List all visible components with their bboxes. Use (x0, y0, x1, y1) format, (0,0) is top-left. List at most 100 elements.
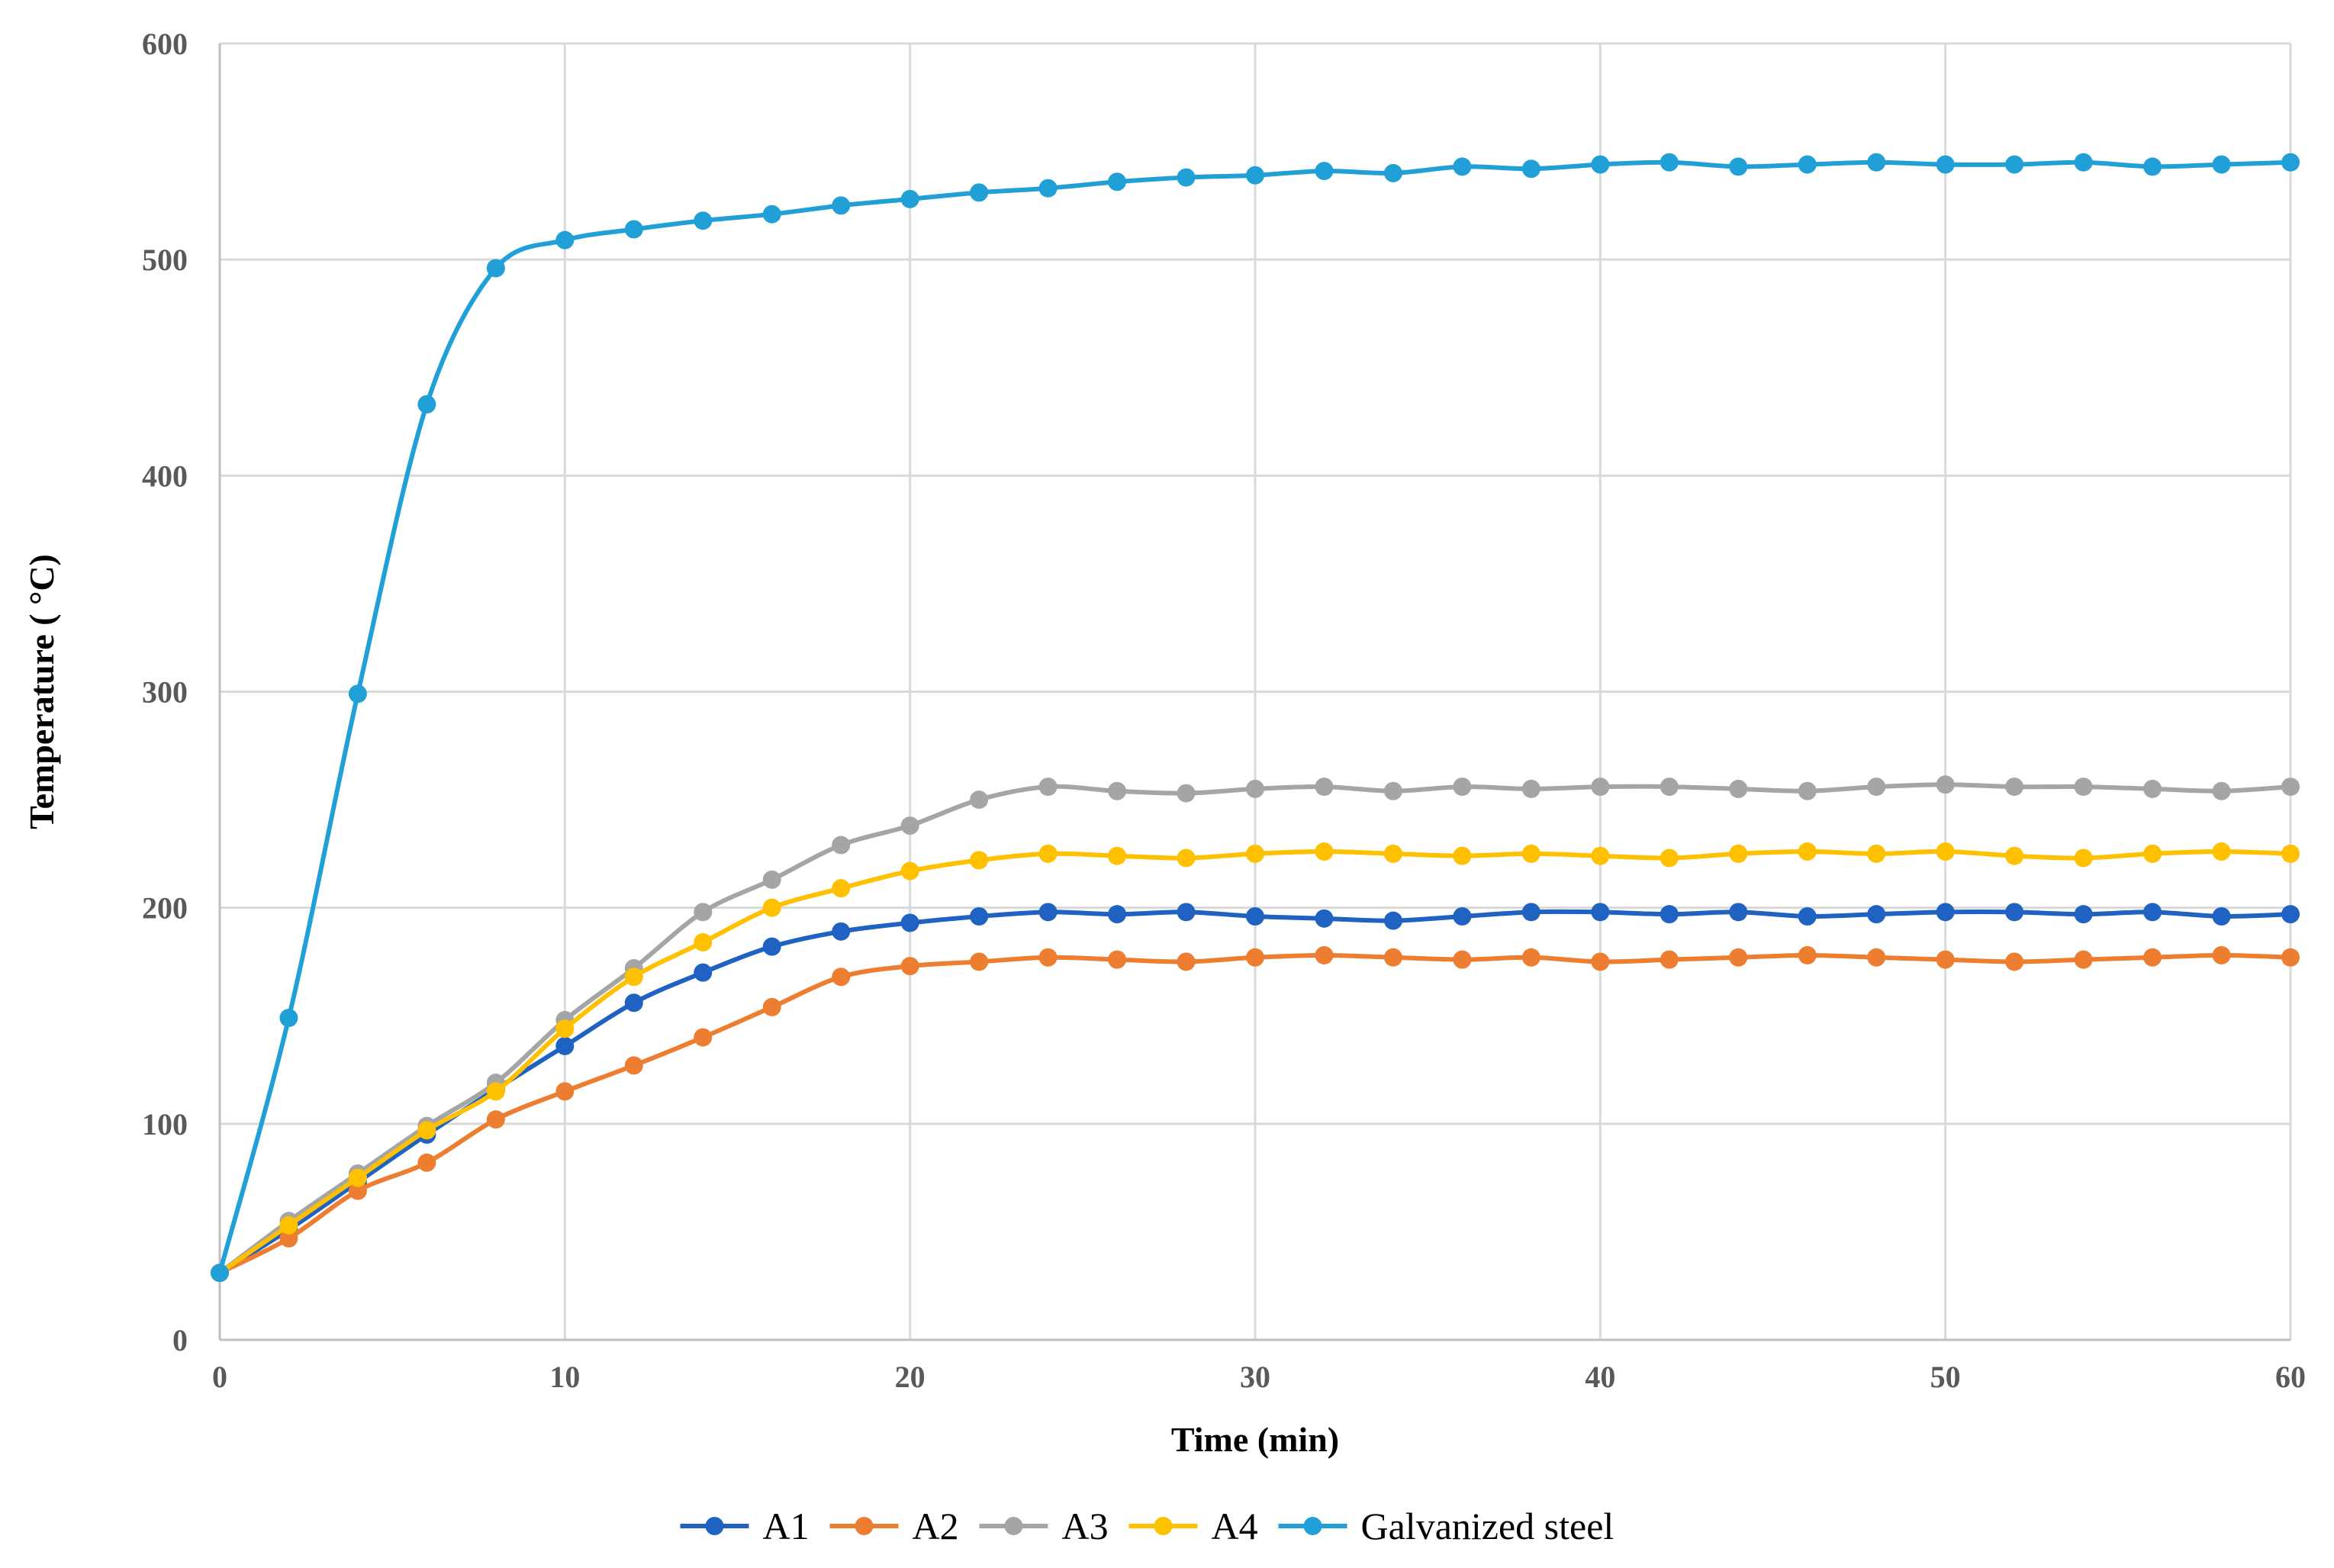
data-point (832, 879, 851, 898)
data-point (624, 968, 643, 987)
data-point (1729, 157, 1748, 176)
data-point (1038, 179, 1058, 198)
data-point (1246, 948, 1264, 967)
data-point (486, 1082, 505, 1101)
x-tick-label: 60 (2275, 1360, 2306, 1394)
data-point (1521, 948, 1540, 967)
data-point (1177, 168, 1196, 187)
data-point (1867, 844, 1886, 863)
data-point (2212, 155, 2231, 174)
x-tick-label: 30 (1240, 1360, 1270, 1394)
data-point (1936, 842, 1955, 861)
data-point (2074, 153, 2093, 172)
data-point (1383, 911, 1402, 930)
gridlines (220, 42, 2292, 1340)
y-tick-label: 300 (142, 675, 188, 710)
legend-swatch-marker (1004, 1517, 1023, 1535)
data-point (2281, 905, 2300, 924)
data-point (2074, 950, 2093, 969)
data-point (832, 836, 851, 855)
x-tick-label: 40 (1585, 1360, 1615, 1394)
series-a2 (211, 945, 2300, 1283)
data-point (2212, 842, 2231, 861)
data-point (1177, 848, 1196, 868)
series-lines (211, 153, 2300, 1283)
series-galvanized-steel (211, 153, 2300, 1283)
data-point (417, 394, 436, 414)
data-point (1521, 903, 1540, 922)
legend-swatch-marker (1154, 1517, 1173, 1535)
series-a4 (211, 842, 2300, 1283)
axes (218, 43, 2291, 1341)
data-point (1591, 778, 1610, 797)
data-point (1660, 905, 1679, 924)
data-point (1177, 903, 1196, 922)
data-point (1798, 155, 1817, 174)
data-point (2212, 945, 2231, 964)
data-point (832, 922, 851, 941)
data-point (1453, 157, 1472, 176)
data-point (2143, 779, 2162, 798)
data-point (2074, 848, 2093, 868)
data-point (1729, 948, 1748, 967)
data-point (1246, 844, 1264, 863)
data-point (1521, 159, 1540, 179)
data-point (1591, 952, 1610, 971)
data-point (1936, 950, 1955, 969)
data-point (1729, 903, 1748, 922)
data-point (1246, 906, 1264, 926)
data-point (2281, 778, 2300, 797)
data-point (2005, 778, 2024, 797)
legend-swatch-marker (705, 1517, 724, 1535)
data-point (1591, 903, 1610, 922)
data-point (2074, 905, 2093, 924)
x-tick-label: 50 (1930, 1360, 1961, 1394)
tick-labels: 0 100 200 300 400 500 600 0 10 20 30 40 50 60 (142, 27, 2306, 1394)
legend-label: A1 (763, 1505, 810, 1547)
legend-swatch-marker (1303, 1517, 1322, 1535)
data-point (832, 968, 851, 987)
data-point (900, 913, 919, 932)
data-point (900, 957, 919, 976)
data-point (486, 259, 505, 278)
data-point (1936, 775, 1955, 794)
legend-swatch-marker (855, 1517, 874, 1535)
y-tick-label: 100 (142, 1107, 188, 1141)
data-point (2005, 846, 2024, 865)
data-point (2143, 948, 2162, 967)
data-point (279, 1009, 298, 1028)
data-point (694, 903, 713, 922)
data-point (2143, 157, 2162, 176)
data-point (1177, 952, 1196, 971)
data-point (1315, 778, 1334, 797)
data-point (2281, 153, 2300, 172)
data-point (2281, 844, 2300, 863)
data-point (1383, 163, 1402, 182)
data-point (1315, 909, 1334, 928)
data-point (1246, 779, 1264, 798)
data-point (1660, 778, 1679, 797)
data-point (1521, 844, 1540, 863)
data-point (2074, 778, 2093, 797)
legend-item: A2 (829, 1505, 959, 1547)
data-point (1798, 945, 1817, 964)
data-point (555, 230, 575, 250)
data-point (1246, 166, 1264, 185)
data-point (1315, 842, 1334, 861)
data-point (1867, 948, 1886, 967)
data-point (900, 861, 919, 881)
data-point (1177, 784, 1196, 803)
y-axis-title: Temperature ( °C) (22, 554, 61, 829)
data-point (1108, 905, 1127, 924)
data-point (762, 997, 781, 1016)
legend-item: A4 (1128, 1505, 1258, 1547)
data-point (1038, 948, 1058, 967)
data-point (279, 1215, 298, 1235)
data-point (2005, 903, 2024, 922)
data-point (1660, 950, 1679, 969)
data-point (348, 1181, 367, 1200)
data-point (1038, 778, 1058, 797)
legend-label: Galvanized steel (1361, 1505, 1614, 1547)
